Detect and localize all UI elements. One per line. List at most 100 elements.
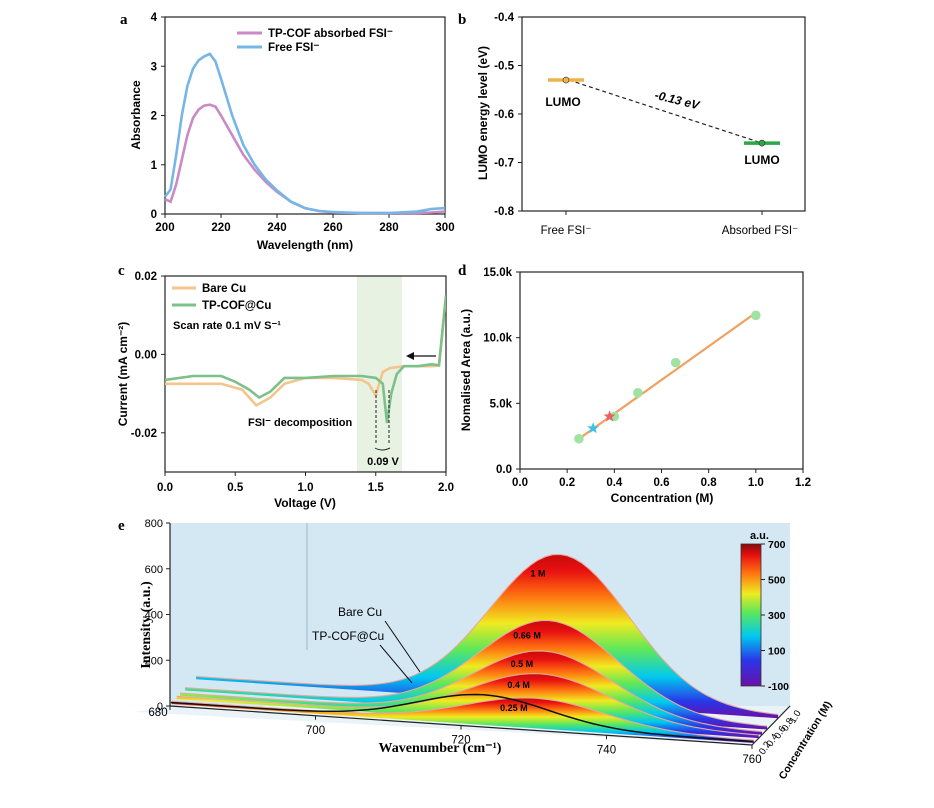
panel-e: e 0 200 400 600 800 0.25 M 0.4 M 0.5 M 0.66 M 1 … — [118, 518, 834, 782]
trace-line-e-1 — [176, 673, 759, 736]
level-point-b-0 — [562, 76, 570, 84]
leader-bare-cu-e — [384, 620, 421, 673]
y-axis-label-e: Intensity (a.u.) — [139, 581, 154, 669]
colorbar-title-e: a.u. — [750, 530, 769, 542]
data-point-d-4 — [751, 310, 761, 321]
y-tick-label-d-1: 5.0k — [490, 398, 513, 410]
y-tick-label-c-2: -0.02 — [131, 428, 157, 440]
x-tick-label-e-4: 760 — [742, 754, 761, 766]
points-b — [548, 76, 780, 147]
x-tick-label-e-2: 720 — [451, 735, 470, 747]
legend-label-c-0: Bare Cu — [202, 283, 246, 295]
axis-ticks-x-e: 680 700 720 740 760 — [148, 706, 762, 766]
x-tick-label-a-5: 300 — [435, 222, 454, 234]
y-axis-label-c: Current (mA cm⁻²) — [116, 322, 130, 427]
colorbar-tick-label-e-1: 500 — [768, 575, 786, 587]
x-tick-label-d-6: 1.2 — [795, 477, 811, 489]
data-point-d-3 — [670, 357, 681, 368]
x-tick-label-e-1: 700 — [306, 725, 325, 737]
axis-ticks-c: 0.0 0.5 1.0 1.5 2.0 0.02 0.00 -0.02 — [131, 271, 454, 494]
y-axis-label-a: Absorbance — [129, 80, 143, 150]
x-axis-label-e: Wavenumber (cm⁻¹) — [379, 741, 502, 756]
surface-e: 0.25 M 0.4 M 0.5 M 0.66 M 1 M — [170, 553, 779, 743]
y-tick-label-a-4: 4 — [151, 12, 158, 24]
x-tick-label-d-3: 0.6 — [654, 477, 670, 489]
series-label-e-0: 0.25 M — [500, 703, 528, 713]
legend-a: TP-COF absorbed FSI⁻ Free FSI⁻ — [237, 28, 393, 54]
panel-label-b: b — [458, 12, 466, 28]
point-label-b-1: LUMO — [744, 153, 779, 167]
scan-rate-note-c: Scan rate 0.1 mV S⁻¹ — [173, 320, 281, 332]
x-tick-label-d-4: 0.8 — [701, 477, 718, 489]
highlight-region-c — [357, 276, 402, 472]
fit-line-d — [578, 311, 757, 440]
legend-label-c-1: TP-COF@Cu — [202, 300, 271, 312]
level-point-b-1 — [758, 139, 766, 147]
y-tick-label-c-0: 0.02 — [135, 271, 157, 283]
panel-label-e: e — [118, 518, 125, 534]
x-tick-label-d-5: 1.0 — [748, 477, 764, 489]
y-tick-label-c-1: 0.00 — [135, 349, 157, 361]
y-tick-label-b-2: -0.6 — [494, 109, 514, 121]
arrow-head-c — [406, 352, 414, 360]
series-lines-a — [163, 52, 446, 215]
colorbar-tick-label-e-2: 300 — [768, 610, 786, 622]
axis-ticks-b: -0.4 -0.5 -0.6 -0.7 -0.8 — [494, 12, 763, 218]
x-tick-label-e-0: 680 — [148, 707, 167, 719]
annotation-e-tp-cof: TP-COF@Cu — [312, 629, 384, 643]
panel-label-c: c — [118, 263, 125, 279]
y-tick-label-e-4: 800 — [145, 518, 163, 530]
x-tick-label-d-2: 0.4 — [606, 477, 623, 489]
y-tick-label-e-3: 600 — [145, 564, 163, 576]
x-tick-label-a-4: 280 — [379, 222, 398, 234]
y-tick-label-a-0: 0 — [151, 209, 157, 221]
x-category-b-0: Free FSI⁻ — [541, 225, 592, 237]
x-tick-label-a-3: 260 — [323, 222, 342, 234]
x-axis-label-c: Voltage (V) — [274, 496, 336, 510]
x-tick-label-c-2: 1.0 — [298, 482, 314, 494]
colorbar-tick-label-e-3: 100 — [768, 646, 786, 658]
y-axis-label-d: Nomalised Area (a.u.) — [459, 309, 473, 431]
y-tick-label-d-2: 10.0k — [483, 333, 512, 345]
y-tick-label-b-0: -0.4 — [494, 12, 514, 24]
annotation-c-decomposition: FSI⁻ decomposition — [248, 417, 352, 429]
x-tick-label-c-4: 2.0 — [438, 482, 454, 494]
axis-ticks-a: 200 220 240 260 280 300 0 1 2 3 4 — [151, 12, 455, 234]
x-tick-label-c-1: 0.5 — [227, 482, 244, 494]
panel-b: b -0.4 -0.5 -0.6 -0.7 -0.8 LUMO LUMO -0.13 e… — [458, 12, 806, 237]
series-line-c-0 — [165, 295, 446, 408]
legend-label-a-1: Free FSI⁻ — [268, 42, 319, 54]
trace-line-e-4 — [196, 553, 779, 715]
y-tick-label-b-1: -0.5 — [494, 61, 514, 73]
annotation-b-delta: -0.13 eV — [653, 88, 701, 113]
series-label-e-4: 1 M — [531, 569, 546, 579]
fit-line-d-0 — [578, 311, 757, 440]
y-tick-label-e-1: 200 — [145, 655, 163, 667]
series-line-c-1 — [165, 295, 446, 424]
data-point-d-5 — [587, 422, 599, 434]
legend-label-a-0: TP-COF absorbed FSI⁻ — [268, 28, 393, 40]
z-axis-line-e — [751, 705, 791, 746]
x-axis-label-a: Wavelength (nm) — [257, 238, 353, 252]
series-label-e-1: 0.4 M — [507, 680, 530, 690]
x-tick-label-a-2: 240 — [267, 222, 286, 234]
x-tick-label-c-0: 0.0 — [157, 482, 173, 494]
y-tick-label-a-3: 3 — [151, 61, 157, 73]
data-point-d-0 — [574, 433, 584, 444]
annotation-c-gap: 0.09 V — [367, 456, 399, 468]
y-axis-label-b: LUMO energy level (eV) — [476, 46, 490, 180]
trace-line-e-0 — [171, 697, 754, 741]
colorbar-e — [740, 543, 762, 687]
colorbar-tick-label-e-4: -100 — [768, 681, 789, 693]
y-tick-label-d-3: 15.0k — [483, 267, 512, 279]
series-line-a-0 — [164, 103, 446, 215]
gap-brace-c — [374, 447, 391, 451]
plot-frame-d — [519, 271, 804, 470]
panel-c: c 0.0 0.5 1.0 1.5 2.0 0.02 0.00 -0.02 Bare Cu T… — [116, 263, 454, 510]
annotation-e-bare-cu: Bare Cu — [338, 605, 382, 619]
x-tick-label-e-3: 740 — [597, 744, 616, 756]
data-point-d-6 — [603, 410, 616, 422]
y-tick-label-b-3: -0.7 — [494, 158, 514, 170]
colorbar-tick-label-e-0: 700 — [768, 539, 786, 551]
